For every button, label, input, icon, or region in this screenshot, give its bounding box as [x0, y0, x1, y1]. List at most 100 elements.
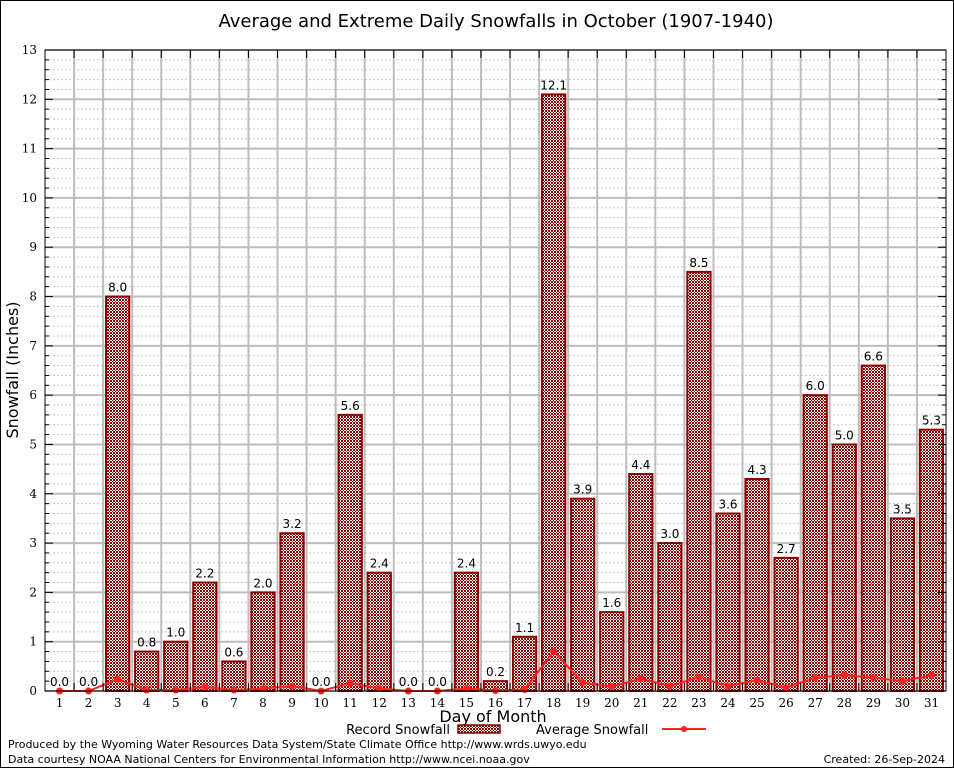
x-tick-label: 18 — [546, 696, 561, 710]
x-tick-label: 22 — [662, 696, 677, 710]
legend-record-swatch — [457, 724, 501, 734]
legend-average-marker — [681, 726, 687, 732]
bar-day-5 — [163, 640, 189, 693]
data-label-day-6: 2.2 — [195, 567, 214, 581]
bar-day-21 — [628, 473, 654, 692]
average-point-day-19 — [579, 679, 587, 687]
bar-day-20 — [599, 611, 625, 692]
bar-day-27 — [802, 394, 828, 692]
average-point-day-3 — [114, 675, 122, 683]
bar-day-9 — [279, 532, 305, 693]
bars — [105, 93, 945, 693]
x-tick-label: 8 — [259, 696, 267, 710]
y-tick-label: 0 — [29, 684, 37, 698]
axes — [44, 49, 947, 692]
x-tick-label: 6 — [201, 696, 209, 710]
y-tick-label: 7 — [29, 339, 37, 353]
y-tick-label: 5 — [29, 437, 37, 451]
x-tick-label: 5 — [172, 696, 180, 710]
x-tick-label: 2 — [85, 696, 93, 710]
x-tick-label: 26 — [779, 696, 794, 710]
data-label-day-21: 4.4 — [631, 458, 650, 472]
data-label-day-15: 2.4 — [457, 557, 476, 571]
x-tick-label: 13 — [401, 696, 416, 710]
average-point-day-9 — [288, 682, 296, 690]
x-tick-label: 20 — [604, 696, 619, 710]
x-tick-label: 12 — [372, 696, 387, 710]
data-label-day-31: 5.3 — [922, 414, 941, 428]
data-label-day-28: 5.0 — [835, 428, 854, 442]
y-tick-label: 11 — [22, 142, 37, 156]
bar-day-29 — [860, 364, 886, 692]
x-tick-label: 19 — [575, 696, 590, 710]
x-tick-label: 3 — [114, 696, 122, 710]
y-tick-label: 10 — [22, 191, 37, 205]
legend-record-label: Record Snowfall — [346, 723, 450, 738]
data-label-day-7: 0.6 — [224, 645, 243, 659]
bar-day-23 — [686, 270, 712, 692]
data-label-day-20: 1.6 — [602, 596, 621, 610]
data-label-day-3: 8.0 — [108, 281, 127, 295]
bar-day-8 — [250, 591, 276, 693]
y-tick-label: 6 — [29, 388, 37, 402]
average-point-day-22 — [666, 682, 674, 690]
y-tick-label: 12 — [22, 92, 37, 106]
bar-day-22 — [657, 542, 683, 692]
data-label-day-5: 1.0 — [166, 626, 185, 640]
data-label-day-30: 3.5 — [893, 502, 912, 516]
x-tick-label: 7 — [230, 696, 238, 710]
average-point-day-23 — [695, 673, 703, 681]
y-tick-label: 8 — [29, 290, 37, 304]
average-point-day-5 — [172, 686, 180, 694]
average-point-day-24 — [724, 682, 732, 690]
bar-day-24 — [715, 512, 741, 692]
x-tick-label: 25 — [749, 696, 764, 710]
data-label-day-17: 1.1 — [515, 621, 534, 635]
bar-day-28 — [831, 443, 857, 693]
data-labels: 0.0 0.0 8.0 0.8 1.0 2.2 0.6 2.0 3.2 0.0 5.6 2.4 0.0 0… — [50, 78, 941, 689]
data-label-day-11: 5.6 — [341, 399, 360, 413]
data-label-day-26: 2.7 — [777, 542, 796, 556]
average-point-day-29 — [869, 674, 877, 682]
y-tick-label: 2 — [29, 585, 37, 599]
bar-day-12 — [366, 571, 392, 693]
average-point-day-18 — [550, 648, 558, 656]
data-label-day-22: 3.0 — [660, 527, 679, 541]
average-point-day-21 — [637, 675, 645, 683]
data-label-day-16: 0.2 — [486, 665, 505, 679]
y-tick-label: 9 — [29, 240, 37, 254]
y-tick-label: 1 — [29, 635, 37, 649]
average-point-day-27 — [811, 674, 819, 682]
bar-day-25 — [744, 477, 770, 692]
y-tick-label: 13 — [22, 43, 37, 57]
x-tick-label: 16 — [488, 696, 503, 710]
data-label-day-24: 3.6 — [718, 497, 737, 511]
footer-producer: Produced by the Wyoming Water Resources … — [8, 738, 587, 751]
x-tick-label: 24 — [720, 696, 736, 710]
average-point-day-31 — [927, 671, 935, 679]
x-tick-label: 28 — [837, 696, 852, 710]
average-point-day-4 — [143, 686, 151, 694]
bar-day-31 — [918, 428, 945, 692]
data-label-day-27: 6.0 — [806, 379, 825, 393]
x-tick-label: 17 — [517, 696, 532, 710]
footer-source: Data courtesy NOAA National Centers for … — [8, 753, 530, 766]
legend-average-label: Average Snowfall — [536, 723, 648, 738]
average-point-day-28 — [840, 671, 848, 679]
bar-day-4 — [134, 650, 160, 692]
x-tick-label: 14 — [430, 696, 446, 710]
average-point-day-26 — [782, 684, 790, 692]
average-point-day-25 — [753, 676, 761, 684]
average-point-day-30 — [898, 677, 906, 685]
data-label-day-25: 4.3 — [748, 463, 767, 477]
data-label-day-12: 2.4 — [370, 557, 389, 571]
x-tick-label: 29 — [866, 696, 881, 710]
average-point-day-6 — [201, 683, 209, 691]
data-label-day-9: 3.2 — [283, 517, 302, 531]
data-label-day-23: 8.5 — [689, 256, 708, 270]
bar-day-19 — [570, 497, 596, 693]
data-label-day-14: 0.0 — [428, 675, 447, 689]
data-label-day-1: 0.0 — [50, 675, 69, 689]
